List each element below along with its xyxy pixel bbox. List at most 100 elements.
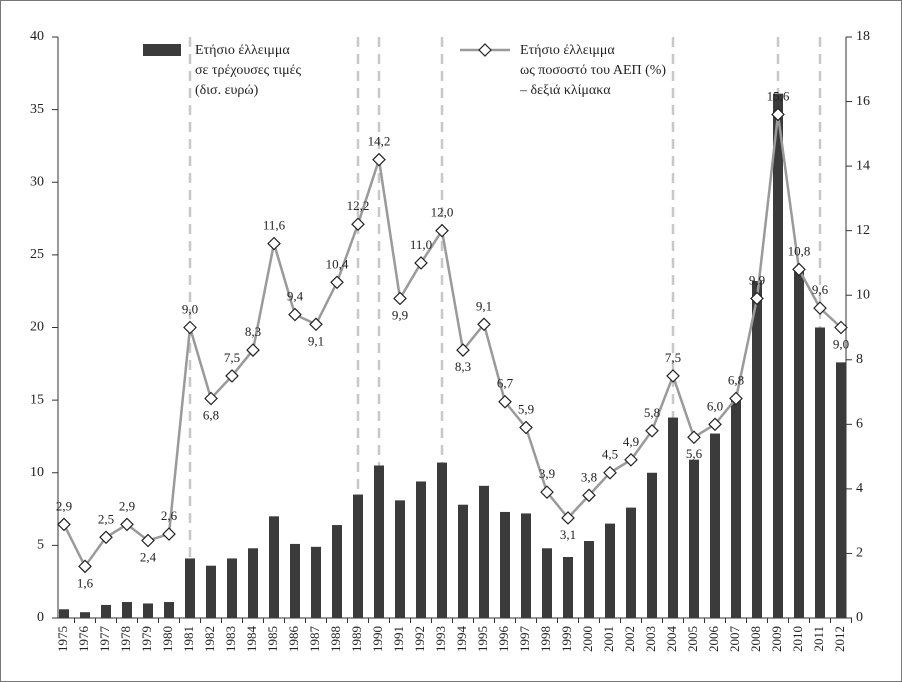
x-tick-label: 1979: [139, 626, 154, 652]
marker: [288, 307, 302, 322]
bar: [479, 485, 489, 618]
bar: [773, 93, 783, 618]
legend-marker: [478, 43, 492, 57]
bar: [584, 541, 594, 618]
x-tick-label: 2005: [685, 626, 700, 652]
y-tick-label: 30: [30, 174, 44, 189]
marker: [309, 317, 323, 332]
data-label: 9,0: [833, 336, 849, 351]
bar: [437, 462, 447, 618]
x-tick-label: 1983: [223, 626, 238, 652]
data-label: 2,6: [161, 508, 178, 523]
y-tick-label: 5: [37, 538, 44, 553]
x-tick-label: 1978: [118, 626, 133, 652]
legend-label: – δεξιά κλίμακα: [519, 83, 611, 98]
legend-label: (δισ. ευρώ): [195, 83, 259, 98]
marker: [582, 488, 596, 503]
x-tick-label: 2008: [748, 626, 763, 652]
data-label: 9,9: [749, 272, 765, 287]
bar: [794, 269, 804, 618]
marker: [771, 107, 785, 122]
x-tick-label: 1991: [391, 626, 406, 652]
marker: [330, 275, 344, 290]
y-tick-label: 0: [37, 610, 44, 625]
x-tick-label: 2004: [664, 626, 679, 653]
x-tick-label: 1992: [412, 626, 427, 652]
bar: [59, 609, 69, 618]
x-tick-label: 1987: [307, 626, 322, 653]
bar: [248, 548, 258, 618]
data-label: 8,3: [245, 324, 261, 339]
data-label: 11,0: [410, 237, 432, 252]
marker: [57, 517, 71, 532]
x-tick-label: 1995: [475, 626, 490, 652]
x-tick-label: 1997: [517, 626, 532, 653]
marker: [141, 533, 155, 548]
data-label: 4,9: [623, 434, 639, 449]
y2-tick-label: 16: [856, 94, 870, 109]
bar: [311, 546, 321, 618]
bar: [122, 602, 132, 618]
y-tick-label: 20: [30, 320, 44, 335]
marker: [414, 256, 428, 270]
marker: [708, 417, 722, 432]
legend-swatch: [143, 44, 181, 56]
x-tick-label: 2002: [622, 626, 637, 652]
x-tick-label: 1990: [370, 626, 385, 652]
data-label: 12,0: [431, 205, 454, 220]
data-label: 3,9: [539, 466, 555, 481]
bar: [143, 603, 153, 618]
x-tick-label: 2012: [832, 626, 847, 652]
data-label: 9,1: [476, 298, 492, 313]
y2-tick-label: 10: [856, 287, 870, 302]
data-label: 6,7: [497, 376, 514, 391]
data-label: 10,8: [788, 243, 811, 258]
marker: [687, 430, 701, 445]
y2-tick-label: 6: [856, 417, 863, 432]
y-tick-label: 40: [30, 29, 44, 44]
bar: [836, 362, 846, 618]
data-label: 3,1: [560, 527, 576, 542]
data-label: 11,6: [263, 218, 286, 233]
data-label: 2,9: [56, 498, 72, 513]
data-label: 4,5: [602, 447, 618, 462]
x-tick-label: 1994: [454, 626, 469, 653]
x-tick-label: 2011: [811, 626, 826, 652]
x-tick-label: 2010: [790, 626, 805, 652]
x-tick-label: 1985: [265, 626, 280, 652]
x-tick-label: 1981: [181, 626, 196, 652]
marker: [603, 465, 617, 480]
x-tick-label: 1993: [433, 626, 448, 652]
x-tick-label: 1982: [202, 626, 217, 652]
bar: [80, 612, 90, 618]
marker: [477, 317, 491, 332]
data-label: 6,8: [203, 407, 219, 422]
x-tick-label: 1986: [286, 626, 301, 653]
marker: [519, 420, 533, 435]
marker: [435, 223, 449, 238]
bar: [458, 504, 468, 618]
bar: [563, 556, 573, 618]
bar: [227, 558, 237, 618]
marker: [456, 343, 470, 357]
y2-tick-label: 14: [856, 158, 870, 173]
marker: [750, 291, 764, 306]
data-label: 1,6: [77, 575, 94, 590]
x-tick-label: 2009: [769, 626, 784, 652]
y2-tick-label: 8: [856, 352, 863, 367]
x-tick-label: 1989: [349, 626, 364, 652]
marker: [729, 391, 743, 406]
bar: [206, 565, 216, 618]
marker: [624, 452, 638, 467]
x-tick-label: 1996: [496, 626, 511, 653]
data-label: 9,4: [287, 289, 304, 304]
bar: [647, 472, 657, 618]
bar: [752, 281, 762, 618]
data-label: 7,5: [224, 350, 240, 365]
bar: [815, 327, 825, 618]
bar: [353, 494, 363, 618]
marker: [351, 217, 365, 232]
bar: [689, 459, 699, 618]
marker: [498, 394, 512, 409]
